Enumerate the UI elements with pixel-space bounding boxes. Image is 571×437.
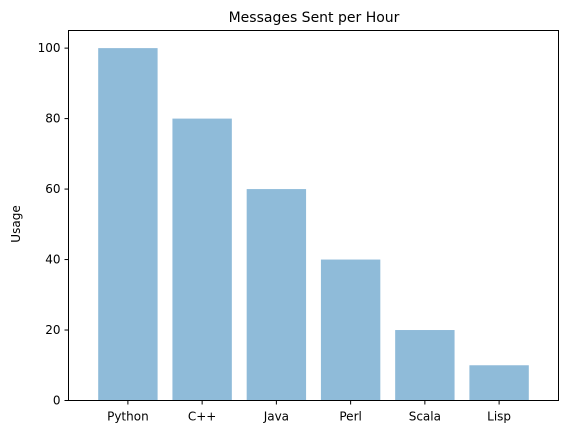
y-tick-label: 80 — [45, 112, 60, 126]
y-tick-label: 100 — [38, 41, 61, 55]
y-tick-label: 0 — [53, 394, 61, 408]
bars-layer — [98, 48, 529, 401]
plot-frame — [68, 30, 559, 401]
x-tick-label: Lisp — [487, 410, 511, 424]
x-tick-label: C++ — [188, 410, 217, 424]
bar-perl — [320, 259, 381, 401]
bar-scala — [395, 330, 455, 401]
x-tick-label: Python — [107, 410, 149, 424]
x-tick-label: Scala — [409, 410, 441, 424]
bar-java — [246, 189, 307, 401]
bar-lisp — [469, 365, 529, 401]
y-tick-label: 20 — [45, 323, 60, 337]
x-tick-label: Java — [263, 410, 289, 424]
x-ticks-layer: Python C++ Java Perl Scala Lisp — [107, 400, 511, 424]
y-tick-label: 60 — [45, 182, 60, 196]
x-tick-label: Perl — [339, 410, 361, 424]
bar-python — [98, 48, 158, 401]
bar-c — [172, 118, 232, 401]
chart-title: Messages Sent per Hour — [229, 10, 400, 26]
y-axis-label: Usage — [9, 205, 23, 242]
y-ticks-layer: 0 20 40 60 80 100 — [38, 41, 69, 408]
y-tick-label: 40 — [45, 253, 60, 267]
